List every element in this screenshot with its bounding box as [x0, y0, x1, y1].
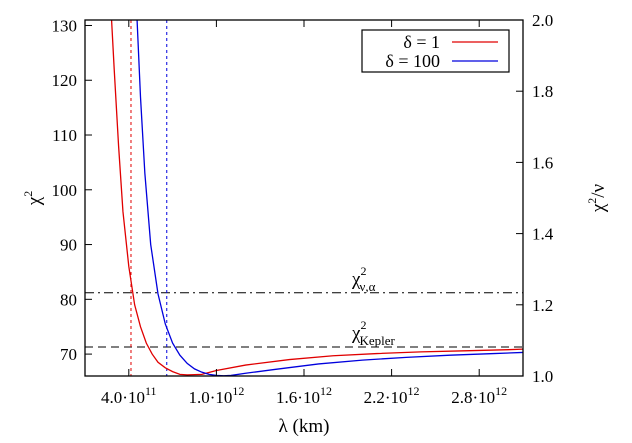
y-left-tick-label: 110 — [52, 126, 77, 145]
y-right-tick-label: 1.0 — [532, 367, 553, 386]
y-axis-left-title: χ2 — [21, 191, 45, 206]
x-tick-label: 2.2·1012 — [364, 384, 420, 407]
x-tick-label: 2.8·1012 — [451, 384, 507, 407]
chi-kepler-label: χ2 Kepler — [351, 318, 395, 348]
x-axis-title: λ (km) — [279, 416, 330, 437]
plot-frame — [84, 19, 524, 377]
y-left-tick-label: 100 — [52, 181, 78, 200]
legend-box — [361, 29, 510, 73]
y-axis-left-title-main: χ — [24, 196, 45, 206]
y-left-tick-label: 130 — [52, 16, 78, 35]
x-tick-label: 1.6·1012 — [276, 384, 332, 407]
y-left-tick-label: 80 — [60, 290, 77, 309]
y-right-tick-label: 1.6 — [532, 153, 553, 172]
y-right-tick-label: 1.4 — [532, 225, 554, 244]
y-axis-left-title-sup: 2 — [21, 191, 35, 197]
y-left-tick-label: 90 — [60, 236, 77, 255]
chi-nu-alpha-label: χ2 ν,α — [351, 264, 376, 294]
legend-label-delta-100: δ = 100 — [385, 51, 440, 71]
series-line-0 — [110, 20, 523, 376]
y-right-tick-label: 1.2 — [532, 296, 553, 315]
y-right-tick-label: 1.8 — [532, 82, 553, 101]
y-axis-right-title: χ2/ν — [585, 183, 609, 213]
series-line-1 — [136, 20, 523, 376]
y-left-tick-label: 120 — [52, 71, 78, 90]
y-right-tick-label: 2.0 — [532, 11, 553, 30]
y-left-tick-label: 70 — [60, 345, 77, 364]
legend-label-delta-1: δ = 1 — [403, 32, 440, 52]
x-tick-label: 1.0·1012 — [188, 384, 244, 407]
legend: δ = 1 δ = 100 — [361, 29, 510, 73]
x-tick-label: 4.0·1011 — [101, 384, 156, 407]
